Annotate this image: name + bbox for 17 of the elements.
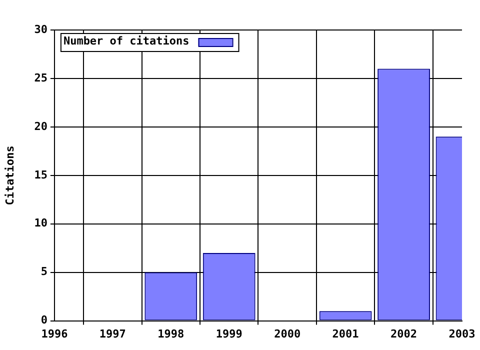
x-tick-label: 2003: [448, 327, 476, 340]
y-tick-label: 25: [34, 71, 48, 84]
legend-label: Number of citations: [63, 34, 190, 48]
y-tick-label: 30: [34, 22, 48, 36]
x-tick-label: 1998: [158, 327, 184, 340]
x-tick-label: 1997: [99, 327, 126, 340]
x-tick-label: 2001: [332, 327, 360, 340]
y-tick-label: 0: [40, 314, 48, 327]
x-tick-label: 2002: [390, 327, 418, 340]
y-tick-label: 5: [40, 265, 48, 278]
y-tick-label: 20: [34, 120, 48, 133]
y-axis-title: Citations: [3, 146, 16, 206]
x-tick-label: 2000: [274, 327, 301, 340]
x-tick-label: 1999: [216, 327, 242, 340]
y-tick-label: 15: [34, 168, 48, 182]
y-tick-label: 10: [34, 216, 48, 230]
x-tick-label: 1996: [41, 327, 68, 340]
